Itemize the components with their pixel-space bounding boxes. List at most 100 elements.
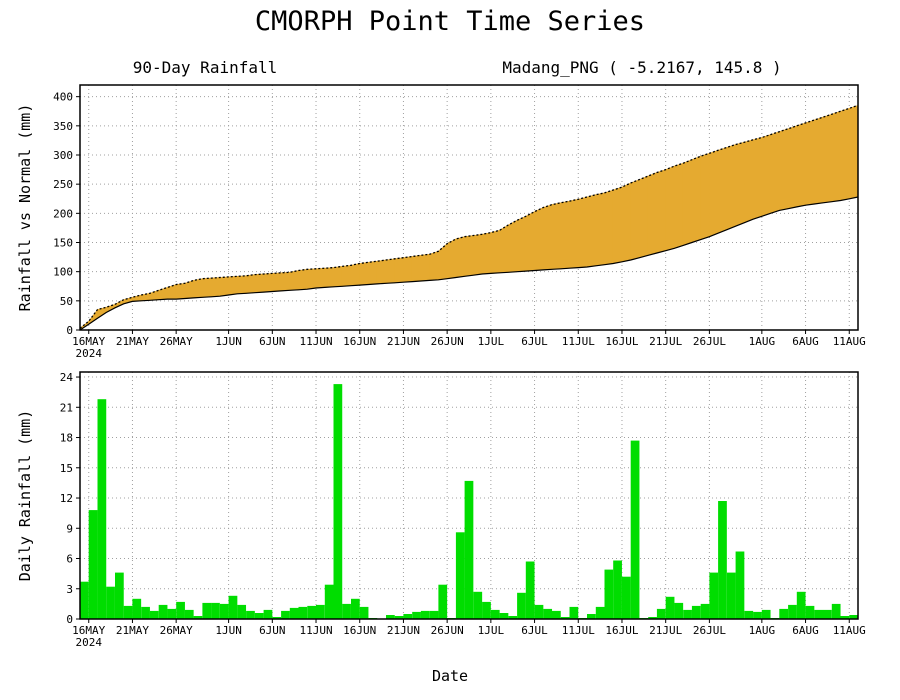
actual-series-line (79, 104, 859, 329)
daily-rainfall-bar (587, 614, 596, 619)
daily-rainfall-bar (753, 611, 762, 619)
daily-rainfall-bar (342, 603, 351, 619)
bottom-ytick-label: 3 (66, 583, 73, 596)
bottom-xtick-label: 16JUL (605, 624, 638, 637)
surplus-area-segment (700, 152, 710, 241)
surplus-area-segment (621, 182, 632, 263)
daily-rainfall-bar (840, 616, 850, 619)
normal-series-line (79, 196, 859, 331)
daily-rainfall-bar (709, 572, 719, 619)
surplus-area-segment (210, 277, 221, 298)
daily-rainfall-bar (202, 602, 212, 619)
surplus-area-segment (516, 215, 527, 273)
surplus-area-segment (376, 259, 387, 285)
bottom-xtick-label: 1AUG (749, 624, 776, 637)
daily-rainfall-bar (665, 596, 675, 619)
daily-rainfall-bar (211, 602, 220, 619)
surplus-area-segment (560, 200, 570, 270)
daily-rainfall-bar (438, 584, 448, 619)
bottom-xtick-label: 21JUN (387, 624, 420, 637)
bottom-ytick-label: 12 (60, 492, 73, 505)
surplus-area-segment (665, 165, 675, 252)
daily-rainfall-bar (403, 614, 413, 619)
top-xtick-label: 21MAY (116, 335, 149, 348)
top-xtick-label: 6JUL (521, 335, 548, 348)
daily-rainfall-bar (412, 611, 421, 619)
surplus-area-segment (368, 260, 378, 285)
surplus-area-segment (840, 107, 850, 201)
surplus-area-segment (612, 186, 623, 264)
surplus-area-segment (639, 175, 649, 259)
bottom-ytick-label: 9 (66, 522, 73, 535)
surplus-area-segment (429, 250, 439, 281)
surplus-area-segment (263, 273, 273, 293)
top-xtick-label: 1AUG (749, 335, 776, 348)
chart-subtitle-right: Madang_PNG ( -5.2167, 145.8 ) (502, 58, 781, 77)
bottom-xtick-label: 26JUL (693, 624, 726, 637)
daily-rainfall-bar (543, 608, 553, 619)
top-xtick-label: 6AUG (792, 335, 819, 348)
surplus-area-segment (770, 131, 780, 214)
daily-rainfall-bar (648, 617, 657, 619)
daily-rainfall-bar (298, 606, 308, 619)
surplus-area-segment (542, 204, 553, 271)
bottom-ytick-label: 18 (60, 432, 73, 445)
daily-rainfall-bar (525, 561, 535, 619)
top-ytick-label: 300 (53, 149, 73, 162)
surplus-area-segment (473, 233, 483, 276)
daily-rainfall-bar (805, 605, 815, 619)
bottom-ytick-label: 15 (60, 462, 73, 475)
surplus-area-segment (744, 139, 754, 224)
daily-rainfall-bar (272, 617, 282, 619)
daily-rainfall-bar (184, 609, 194, 619)
daily-rainfall-bar (237, 604, 247, 619)
daily-rainfall-bar (307, 605, 317, 619)
top-xtick-label: 16JUL (605, 335, 638, 348)
daily-rainfall-bar (176, 601, 185, 619)
daily-rainfall-bar (517, 592, 526, 619)
daily-rainfall-bar (622, 576, 631, 619)
daily-rainfall-bar (333, 384, 343, 619)
bottom-xtick-label: 11AUG (833, 624, 866, 637)
daily-rainfall-bar (779, 608, 789, 619)
surplus-area-segment (237, 275, 247, 295)
bottom-ytick-label: 24 (60, 371, 74, 384)
daily-rainfall-bar (228, 595, 238, 619)
top-xtick-label: 1JUL (478, 335, 505, 348)
daily-rainfall-bar (796, 591, 806, 619)
daily-rainfall-bar (167, 608, 177, 619)
surplus-area-segment (499, 224, 509, 274)
daily-rainfall-bar (700, 603, 710, 619)
daily-rainfall-bar (141, 606, 150, 619)
daily-rainfall-bar (849, 615, 859, 619)
daily-rainfall-bar (386, 615, 395, 619)
daily-rainfall-bar (88, 510, 98, 619)
top-y-axis-label: Rainfall vs Normal (mm) (16, 104, 34, 312)
top-ytick-label: 200 (53, 207, 73, 220)
daily-rainfall-bar (149, 610, 159, 619)
top-xtick-label: 1JUN (215, 335, 242, 348)
daily-rainfall-bar (814, 609, 824, 619)
surplus-area-segment (385, 258, 396, 284)
daily-rainfall-bar (744, 610, 754, 619)
daily-rainfall-bar (630, 440, 640, 619)
daily-rainfall-bar (761, 609, 771, 619)
surplus-area-segment (752, 137, 763, 220)
daily-rainfall-bar (97, 399, 107, 619)
surplus-area-segment (359, 261, 369, 286)
surplus-area-segment (254, 273, 264, 294)
top-xtick-label: 26JUL (693, 335, 726, 348)
daily-rainfall-bar (263, 609, 273, 619)
surplus-area-segment (350, 263, 361, 287)
surplus-area-segment (761, 134, 771, 217)
daily-rainfall-bar (691, 605, 701, 619)
surplus-area-segment (831, 110, 841, 203)
daily-rainfall-bar (324, 584, 334, 619)
daily-rainfall-bar (106, 586, 115, 619)
daily-rainfall-bar (254, 613, 264, 619)
daily-rainfall-bar (193, 616, 203, 619)
bottom-xtick-label: 1JUL (478, 624, 505, 637)
surplus-area-segment (481, 232, 492, 275)
